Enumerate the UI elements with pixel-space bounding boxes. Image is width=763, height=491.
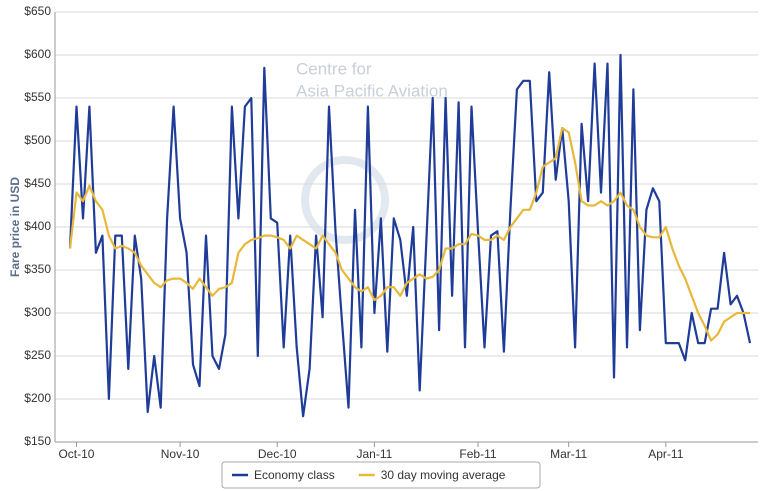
y-tick-label: $350 [24, 262, 51, 276]
legend-label: Economy class [254, 468, 335, 482]
y-tick-label: $200 [24, 391, 51, 405]
y-tick-label: $550 [24, 90, 51, 104]
x-tick-label: Jan-11 [356, 447, 392, 461]
y-tick-label: $450 [24, 176, 51, 190]
x-tick-label: Oct-10 [58, 447, 94, 461]
watermark: Centre for [296, 59, 372, 78]
y-tick-label: $600 [24, 47, 51, 61]
watermark-logo [301, 156, 389, 244]
x-tick-label: Dec-10 [258, 447, 297, 461]
x-tick-label: Nov-10 [161, 447, 200, 461]
y-tick-label: $500 [24, 133, 51, 147]
legend-label: 30 day moving average [381, 468, 506, 482]
x-tick-label: Feb-11 [459, 447, 496, 461]
y-tick-label: $300 [24, 305, 51, 319]
line-series [68, 53, 752, 418]
x-tick-label: Apr-11 [648, 447, 683, 461]
y-tick-label: $650 [24, 4, 51, 18]
y-tick-label: $150 [24, 434, 51, 448]
legend-box [221, 461, 541, 489]
y-tick-label: $400 [24, 219, 51, 233]
watermark: Asia Pacific Aviation [296, 81, 448, 100]
y-axis-label: Fare price in USD [8, 177, 22, 277]
x-tick-label: Mar-11 [550, 447, 587, 461]
y-tick-label: $250 [24, 348, 51, 362]
line-series [68, 127, 750, 342]
